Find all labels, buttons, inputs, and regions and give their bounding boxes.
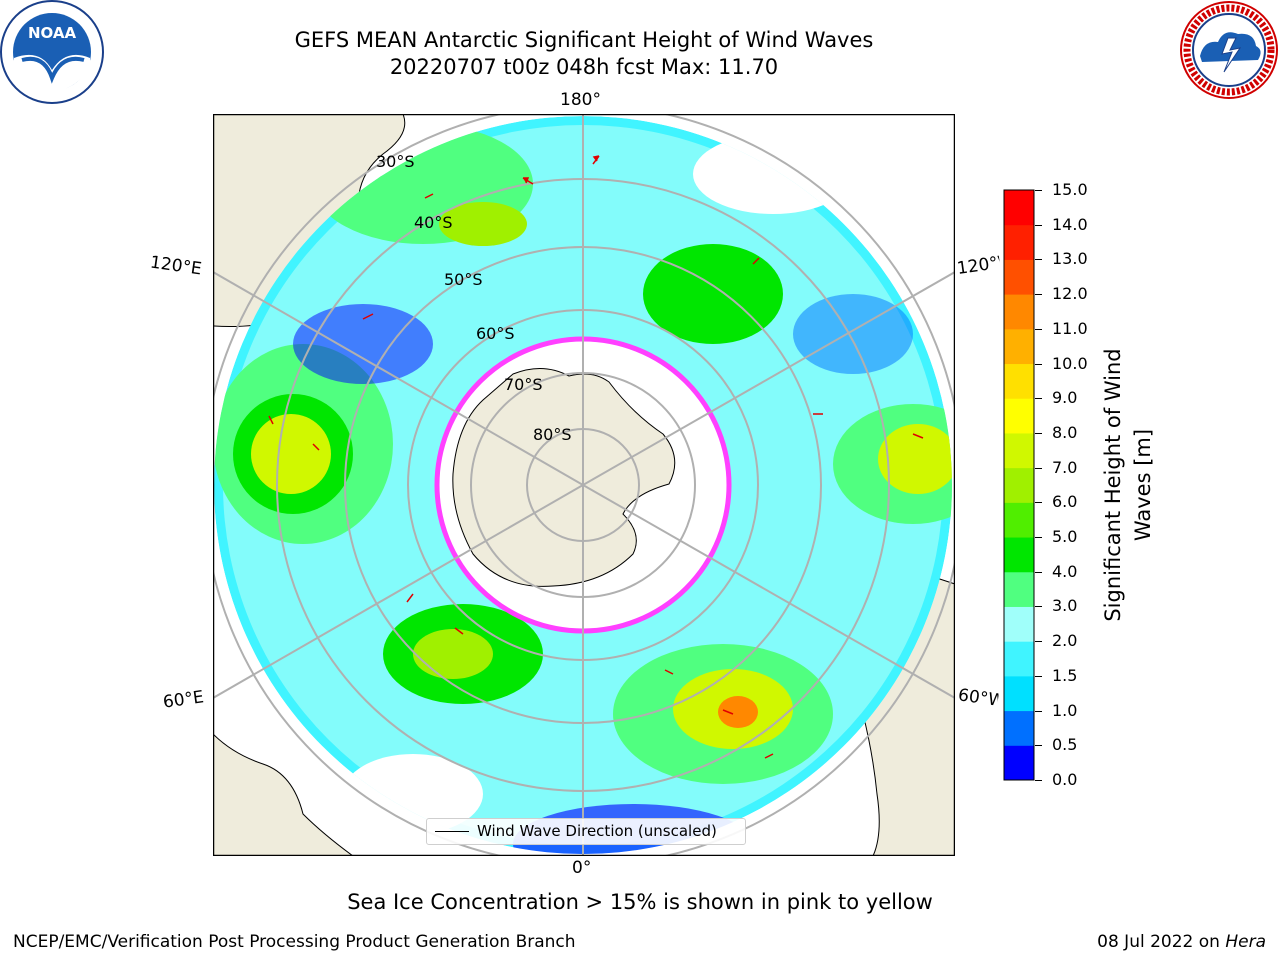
colorbar xyxy=(1003,189,1035,781)
colorbar-tick-label: 5.0 xyxy=(1052,527,1078,547)
colorbar-tick-mark xyxy=(1035,363,1042,365)
colorbar-tick-mark xyxy=(1035,780,1042,781)
lon-label-60w: 60°W xyxy=(956,685,1000,711)
map-legend: Wind Wave Direction (unscaled) xyxy=(426,818,746,845)
colorbar-tick-label: 3.0 xyxy=(1052,596,1078,616)
colorbar-tick-label: 10.0 xyxy=(1052,353,1088,373)
footer-machine: Hera xyxy=(1225,932,1266,952)
polar-map xyxy=(213,114,955,856)
colorbar-band xyxy=(1004,606,1034,642)
map-title: GEFS MEAN Antarctic Significant Height o… xyxy=(294,28,874,52)
lat-label-50s: 50°S xyxy=(444,270,483,289)
legend-label: Wind Wave Direction (unscaled) xyxy=(477,822,717,840)
colorbar-tick-mark xyxy=(1035,259,1042,261)
lat-label-60s: 60°S xyxy=(476,324,515,343)
colorbar-tick-mark xyxy=(1035,641,1042,643)
colorbar-tick-label: 0.0 xyxy=(1052,770,1078,789)
colorbar-tick-mark xyxy=(1035,467,1042,469)
colorbar-label: Significant Height of Wind Waves [m] xyxy=(1098,265,1158,705)
colorbar-label-line1: Significant Height of Wind xyxy=(1101,348,1125,622)
colorbar-tick-label: 4.0 xyxy=(1052,561,1078,581)
colorbar-band xyxy=(1004,502,1034,538)
colorbar-tick-label: 14.0 xyxy=(1052,214,1088,234)
lon-label-0: 0° xyxy=(572,858,592,878)
footer-date: 08 Jul 2022 on Hera xyxy=(1097,932,1266,952)
colorbar-tick-mark xyxy=(1035,190,1042,191)
colorbar-tick-mark xyxy=(1035,432,1042,434)
lon-label-120w: 120°W xyxy=(955,253,1002,279)
colorbar-band xyxy=(1004,190,1034,226)
colorbar-band xyxy=(1004,710,1034,746)
lon-label-60e: 60°E xyxy=(161,687,206,713)
colorbar-band xyxy=(1004,467,1034,503)
colorbar-band xyxy=(1004,224,1034,260)
colorbar-band xyxy=(1004,641,1034,677)
colorbar-tick-mark xyxy=(1035,398,1042,400)
colorbar-band xyxy=(1004,537,1034,573)
sea-ice-caption: Sea Ice Concentration > 15% is shown in … xyxy=(347,890,933,914)
colorbar-border xyxy=(1003,189,1035,781)
colorbar-tick-label: 8.0 xyxy=(1052,422,1078,442)
colorbar-band xyxy=(1004,398,1034,434)
lat-label-80s: 80°S xyxy=(533,425,572,444)
colorbar-band xyxy=(1004,363,1034,399)
nws-logo xyxy=(1180,1,1278,99)
colorbar-band xyxy=(1004,745,1034,781)
colorbar-tick-label: 15.0 xyxy=(1052,180,1088,199)
colorbar-tick-label: 1.0 xyxy=(1052,700,1078,720)
colorbar-tick-label: 6.0 xyxy=(1052,492,1078,512)
colorbar-band xyxy=(1004,675,1034,712)
colorbar-tick-label: 2.0 xyxy=(1052,631,1078,651)
wind-direction-arrows xyxy=(268,155,924,759)
map-subtitle: 20220707 t00z 048h fcst Max: 11.70 xyxy=(389,55,779,79)
lat-label-70s: 70°S xyxy=(504,375,543,394)
colorbar-tick-mark xyxy=(1035,294,1042,296)
colorbar-tick-label: 13.0 xyxy=(1052,249,1088,269)
colorbar-tick-mark xyxy=(1035,224,1042,226)
footer-branch: NCEP/EMC/Verification Post Processing Pr… xyxy=(13,932,576,952)
colorbar-tick-label: 12.0 xyxy=(1052,284,1088,304)
lon-label-180: 180° xyxy=(560,90,601,110)
noaa-logo: NOAA xyxy=(0,0,104,104)
lat-label-40s: 40°S xyxy=(414,213,453,232)
colorbar-tick-label: 1.5 xyxy=(1052,665,1078,685)
colorbar-tick-label: 0.5 xyxy=(1052,735,1078,755)
colorbar-tick-mark xyxy=(1035,537,1042,539)
colorbar-tick-mark xyxy=(1035,606,1042,608)
colorbar-tick-label: 11.0 xyxy=(1052,318,1088,338)
colorbar-tick-mark xyxy=(1035,571,1042,573)
colorbar-tick-mark xyxy=(1035,502,1042,504)
colorbar-tick-label: 7.0 xyxy=(1052,457,1078,477)
antarctica-land xyxy=(452,368,676,587)
lat-label-30s: 30°S xyxy=(376,152,415,171)
colorbar-band xyxy=(1004,294,1034,330)
colorbar-label-line2: Waves [m] xyxy=(1131,428,1155,542)
africa-land xyxy=(214,734,353,855)
colorbar-tick-mark xyxy=(1035,710,1042,712)
colorbar-tick-mark xyxy=(1035,745,1042,747)
colorbar-band xyxy=(1004,432,1034,469)
colorbar-band xyxy=(1004,328,1034,365)
legend-line xyxy=(435,831,469,832)
colorbar-tick-mark xyxy=(1035,675,1042,677)
colorbar-tick-label: 9.0 xyxy=(1052,388,1078,408)
colorbar-band xyxy=(1004,571,1034,607)
noaa-logo-text: NOAA xyxy=(28,24,77,42)
colorbar-band xyxy=(1004,259,1034,295)
lon-label-120e: 120°E xyxy=(148,252,203,280)
colorbar-tick-mark xyxy=(1035,328,1042,330)
footer-date-text: 08 Jul 2022 on xyxy=(1097,932,1226,952)
